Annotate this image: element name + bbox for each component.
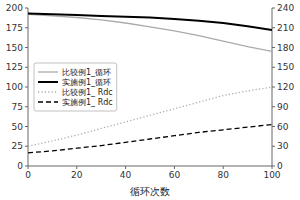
- y-tick: [25, 67, 28, 68]
- y2-tick: [272, 8, 275, 9]
- y-tick-label: 150: [6, 43, 23, 53]
- x-tick-label: 60: [169, 170, 181, 180]
- legend-label: 实施例1_ Rdc: [62, 98, 113, 107]
- y-tick: [25, 166, 28, 167]
- y2-tick: [272, 67, 275, 68]
- chart: 0204060801000255075100125150175200030609…: [0, 0, 300, 200]
- y2-tick-label: 90: [277, 102, 289, 112]
- y-tick: [25, 146, 28, 147]
- y2-tick: [272, 27, 275, 28]
- x-tick: [223, 166, 224, 169]
- y2-tick: [272, 106, 275, 107]
- legend-swatch: [38, 81, 58, 83]
- x-tick-label: 80: [217, 170, 229, 180]
- series-line: [28, 125, 272, 153]
- y2-tick: [272, 126, 275, 127]
- x-axis-title: 循环次数: [130, 186, 170, 197]
- y-tick: [25, 87, 28, 88]
- y-tick-label: 200: [6, 3, 23, 13]
- x-tick-label: 20: [71, 170, 83, 180]
- y-tick-label: 0: [17, 161, 23, 171]
- y-tick-label: 175: [6, 23, 23, 33]
- axes: 0204060801000255075100125150175200030609…: [6, 3, 295, 180]
- y2-tick: [272, 166, 275, 167]
- y-tick-label: 75: [12, 102, 23, 112]
- x-tick-label: 0: [25, 170, 31, 180]
- y2-tick: [272, 146, 275, 147]
- y2-tick-label: 240: [277, 3, 294, 13]
- x-tick: [76, 166, 77, 169]
- x-tick-label: 40: [120, 170, 132, 180]
- y-tick: [25, 106, 28, 107]
- y-tick: [25, 27, 28, 28]
- y-tick-label: 25: [12, 141, 23, 151]
- x-tick-label: 100: [263, 170, 280, 180]
- y-tick-label: 100: [6, 82, 23, 92]
- y-tick: [25, 8, 28, 9]
- y2-tick-label: 180: [277, 43, 294, 53]
- y2-tick-label: 60: [277, 122, 289, 132]
- y2-tick-label: 120: [277, 82, 294, 92]
- y2-tick-label: 210: [277, 23, 294, 33]
- legend-label: 比较例1_循环: [62, 68, 111, 77]
- legend: 比较例1_循环实施例1_循环比较例1_ Rdc实施例1_ Rdc: [34, 63, 117, 111]
- x-tick: [174, 166, 175, 169]
- y2-tick: [272, 47, 275, 48]
- legend-frame: [34, 63, 117, 111]
- x-axis-line: [28, 166, 272, 167]
- series-line: [28, 14, 272, 51]
- legend-label: 实施例1_循环: [62, 78, 111, 87]
- y2-tick: [272, 87, 275, 88]
- y-tick-label: 50: [12, 122, 24, 132]
- legend-swatch: [38, 91, 58, 92]
- legend-swatch: [38, 101, 58, 102]
- series-group: [28, 14, 272, 153]
- series-line: [28, 87, 272, 146]
- y-tick-label: 125: [6, 62, 23, 72]
- legend-label: 比较例1_ Rdc: [62, 88, 113, 97]
- y-tick: [25, 126, 28, 127]
- x-tick: [125, 166, 126, 169]
- y2-tick-label: 30: [277, 141, 289, 151]
- y-tick: [25, 47, 28, 48]
- legend-swatch: [38, 71, 58, 72]
- y2-tick-label: 0: [277, 161, 283, 171]
- y2-tick-label: 150: [277, 62, 294, 72]
- series-line: [28, 14, 272, 31]
